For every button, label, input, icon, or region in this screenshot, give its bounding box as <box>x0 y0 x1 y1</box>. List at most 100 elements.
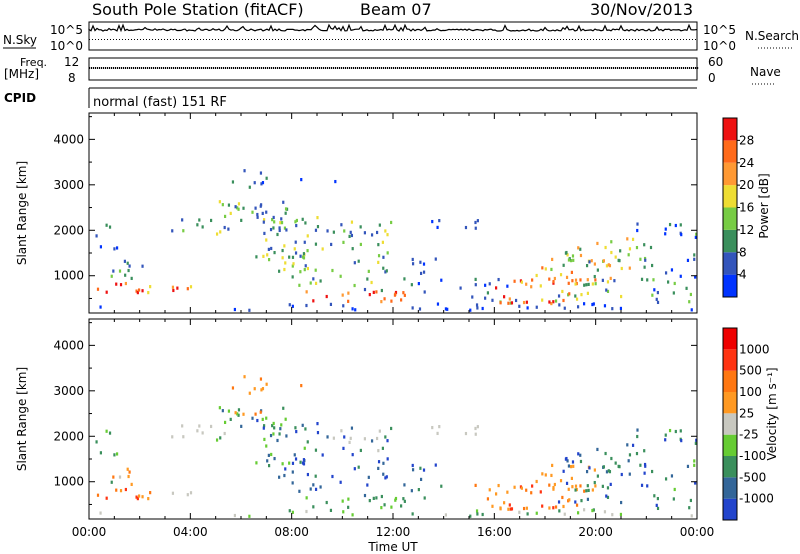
velocity-cell <box>474 426 477 431</box>
velocity-colorbar-label: Velocity [m s⁻¹] <box>765 367 779 460</box>
nsearch-point <box>239 39 240 40</box>
nsearch-point <box>620 39 621 40</box>
power-cell <box>567 293 570 297</box>
power-cell <box>256 212 259 217</box>
power-cell <box>402 291 405 295</box>
velocity-cell <box>499 507 502 511</box>
power-cell <box>326 229 329 233</box>
freq-point <box>243 67 245 69</box>
freq-point <box>507 67 509 69</box>
nsearch-point <box>395 39 396 40</box>
colorbar-tick-label: -100 <box>739 449 766 463</box>
colorbar-swatch <box>723 185 737 208</box>
velocity-cell <box>263 437 266 442</box>
nsearch-point <box>170 39 171 40</box>
freq-point <box>379 67 381 69</box>
freq-point <box>213 67 215 69</box>
velocity-cell <box>402 497 405 501</box>
velocity-cell <box>377 466 380 471</box>
velocity-cell <box>431 425 434 430</box>
nsearch-point <box>188 39 189 40</box>
power-cell <box>609 276 612 280</box>
freq-point <box>475 67 477 69</box>
power-cell <box>291 255 295 259</box>
freq-point <box>493 67 495 69</box>
power-cell <box>601 278 604 282</box>
nsearch-point <box>284 39 285 40</box>
nsearch-point <box>338 39 339 40</box>
power-cell <box>471 295 474 299</box>
freq-point <box>311 67 313 69</box>
power-cell <box>686 258 690 263</box>
power-cell <box>651 293 654 297</box>
freq-point <box>449 67 451 69</box>
freq-point <box>351 67 353 69</box>
nsearch-point <box>452 39 453 40</box>
power-cell <box>602 259 605 263</box>
power-cell <box>628 247 632 251</box>
nsearch-point <box>371 39 372 40</box>
power-cell <box>604 245 607 250</box>
freq-point <box>369 67 371 69</box>
nsearch-point <box>575 39 576 40</box>
freq-point <box>259 67 261 69</box>
freq-point <box>439 67 441 69</box>
freq-point <box>523 67 525 69</box>
freq-point <box>215 67 217 69</box>
freq-point <box>561 67 563 69</box>
power-cell <box>349 230 352 234</box>
velocity-cell <box>367 475 370 479</box>
power-cell <box>227 227 230 231</box>
colorbar-swatch <box>723 370 737 392</box>
nsearch-point <box>461 39 462 40</box>
freq-point <box>327 67 329 69</box>
freq-point <box>615 67 617 69</box>
velocity-frame <box>88 318 698 520</box>
power-cell <box>679 223 682 227</box>
nsearch-point <box>95 39 96 40</box>
freq-point <box>639 67 641 69</box>
power-cell <box>522 300 526 305</box>
power-ylabel: Slant Range [km] <box>15 161 29 265</box>
freq-point <box>105 67 107 69</box>
freq-point <box>675 67 677 69</box>
nsearch-point <box>449 39 450 40</box>
nsearch-point <box>494 39 495 40</box>
power-cell <box>434 257 437 261</box>
power-cell <box>474 226 477 230</box>
power-cell <box>563 306 566 310</box>
velocity-cell <box>218 406 221 410</box>
velocity-cell <box>636 428 639 432</box>
power-cell <box>124 281 127 286</box>
nsearch-point <box>314 39 315 40</box>
velocity-cell <box>353 467 356 471</box>
nsearch-point <box>254 39 255 40</box>
nsearch-point <box>677 39 678 40</box>
power-cell <box>469 308 472 312</box>
velocity-cell <box>614 461 617 465</box>
power-cell <box>423 290 426 294</box>
velocity-x-axis: 00:00 04:00 08:00 12:00 16:00 20:00 00:00 <box>72 319 714 539</box>
power-cell <box>613 279 616 283</box>
power-cell <box>403 293 406 297</box>
velocity-cell <box>476 425 479 429</box>
colorbar-swatch <box>723 434 737 456</box>
power-cell <box>587 282 590 287</box>
freq-point <box>359 67 361 69</box>
freq-point <box>477 67 479 69</box>
freq-point <box>271 67 273 69</box>
power-cell <box>221 203 224 207</box>
velocity-cell <box>620 500 623 505</box>
nsearch-point <box>569 39 570 40</box>
nsearch-point <box>665 39 666 40</box>
velocity-cell <box>309 487 312 491</box>
power-cell <box>283 226 287 230</box>
power-cell <box>474 283 477 287</box>
colorbar-swatch <box>723 456 737 478</box>
power-cell <box>579 247 582 251</box>
velocity-cell <box>394 496 398 501</box>
power-cell <box>679 274 682 278</box>
freq-point <box>113 67 115 69</box>
nsearch-point <box>185 39 186 40</box>
freq-point <box>185 67 187 69</box>
